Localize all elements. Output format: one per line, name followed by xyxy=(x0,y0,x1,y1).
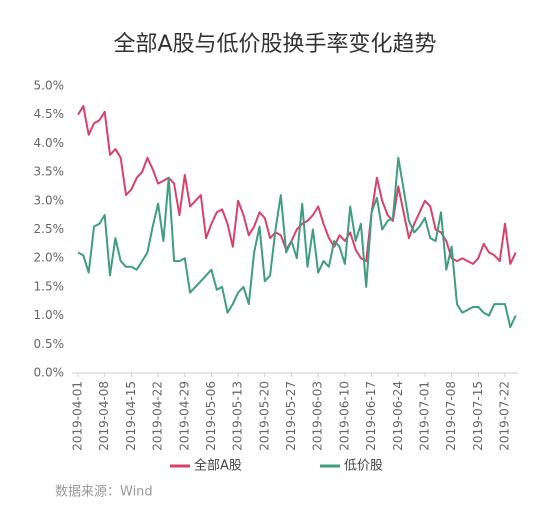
series-line xyxy=(77,156,517,329)
x-tick-label: 2019-07-22 xyxy=(498,381,512,451)
y-tick-label: 0.5% xyxy=(34,337,65,351)
y-tick-label: 4.0% xyxy=(34,136,65,150)
y-tick-label: 1.5% xyxy=(34,279,65,293)
chart-title: 全部A股与低价股换手率变化趋势 xyxy=(113,32,436,57)
legend-label: 全部A股 xyxy=(194,458,242,474)
y-tick-label: 2.5% xyxy=(34,222,65,236)
x-tick-label: 2019-06-10 xyxy=(337,381,351,451)
source-note: 数据来源：Wind xyxy=(55,485,153,500)
x-tick-label: 2019-07-01 xyxy=(417,381,431,451)
y-tick-label: 1.0% xyxy=(34,308,65,322)
x-tick-label: 2019-05-06 xyxy=(204,381,218,451)
x-tick-label: 2019-04-01 xyxy=(71,381,85,451)
y-tick-label: 3.5% xyxy=(34,165,65,179)
x-tick-label: 2019-07-08 xyxy=(444,381,458,451)
x-tick-label: 2019-05-20 xyxy=(257,381,271,451)
y-tick-label: 5.0% xyxy=(34,79,65,93)
x-tick-label: 2019-06-03 xyxy=(311,381,325,451)
x-tick-label: 2019-06-24 xyxy=(391,381,405,451)
y-tick-label: 4.5% xyxy=(34,107,65,121)
x-tick-label: 2019-04-15 xyxy=(124,381,138,451)
x-tick-label: 2019-04-22 xyxy=(151,381,165,451)
x-tick-label: 2019-06-17 xyxy=(364,381,378,451)
x-tick-label: 2019-04-29 xyxy=(177,381,191,451)
legend-label: 低价股 xyxy=(344,459,383,474)
x-tick-label: 2019-05-27 xyxy=(284,381,298,451)
x-tick-label: 2019-04-08 xyxy=(97,381,111,451)
y-tick-label: 2.0% xyxy=(34,251,65,265)
x-tick-label: 2019-07-15 xyxy=(471,381,485,451)
y-tick-label: 0.0% xyxy=(34,366,65,380)
y-tick-label: 3.0% xyxy=(34,193,65,207)
series-line xyxy=(77,105,517,265)
x-tick-label: 2019-05-13 xyxy=(231,381,245,451)
